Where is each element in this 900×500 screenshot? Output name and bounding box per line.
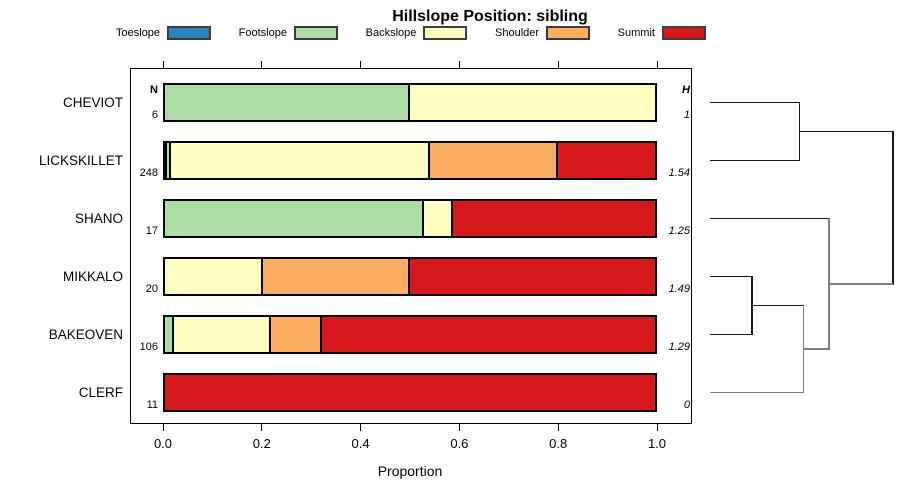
n-value: 106	[139, 340, 158, 353]
x-axis-tick-label: 0.2	[252, 436, 271, 451]
bar-shano	[163, 199, 657, 238]
x-axis-tick-label: 0.8	[549, 436, 568, 451]
bar-mikkalo	[163, 257, 657, 296]
x-axis-tick-label: 0.4	[351, 436, 370, 451]
x-axis-tick	[360, 424, 362, 431]
legend-item: Footslope	[239, 26, 338, 40]
dendrogram-segment	[799, 130, 893, 133]
n-value: 11	[146, 398, 158, 411]
h-value: 0	[683, 398, 690, 411]
h-header: H	[682, 83, 690, 96]
h-value: 1	[683, 108, 690, 121]
x-axis-tick-top	[656, 61, 658, 68]
h-value: 1.54	[668, 166, 690, 179]
legend-label: Summit	[617, 27, 655, 39]
x-axis-tick-label: 0.6	[450, 436, 469, 451]
bar-segment-summit	[453, 201, 655, 236]
x-axis-tick	[557, 424, 559, 431]
bar-segment-summit	[410, 259, 655, 294]
bar-clerf	[163, 373, 657, 412]
bar-segment-summit	[165, 375, 655, 410]
bar-segment-shoulder	[263, 259, 410, 294]
legend-swatch-backslope	[423, 26, 468, 40]
x-axis-tick	[458, 424, 460, 431]
legend: Toeslope Footslope Backslope Shoulder Summit	[116, 26, 706, 40]
dendrogram-segment	[710, 159, 800, 162]
n-value: 17	[145, 224, 158, 237]
bar-segment-backslope	[170, 143, 430, 178]
n-value: 20	[145, 282, 158, 295]
n-value: 248	[139, 166, 158, 179]
dendrogram-segment	[828, 283, 893, 285]
bar-segment-summit	[322, 317, 655, 352]
x-axis-tick-top	[162, 61, 164, 68]
legend-label: Toeslope	[116, 27, 161, 39]
bar-bakeoven	[163, 315, 657, 354]
legend-swatch-summit	[661, 26, 706, 40]
legend-label: Shoulder	[495, 27, 540, 39]
dendrogram-segment	[710, 333, 753, 336]
legend-swatch-footslope	[293, 26, 338, 40]
x-axis-tick-label: 0.0	[153, 436, 173, 451]
bar-segment-backslope	[174, 317, 272, 352]
legend-item: Shoulder	[495, 26, 591, 40]
bar-segment-summit	[557, 143, 655, 178]
bar-segment-shoulder	[271, 317, 323, 352]
dendrogram-segment	[752, 304, 804, 307]
dendrogram-segment	[710, 101, 800, 104]
x-axis-tick	[162, 424, 164, 431]
bar-segment-backslope	[424, 201, 454, 236]
bar-segment-footslope	[167, 143, 171, 178]
bar-segment-backslope	[165, 259, 263, 294]
x-axis-tick-top	[557, 61, 559, 68]
x-axis-tick-top	[458, 61, 460, 68]
x-axis-tick-top	[261, 61, 263, 68]
legend-label: Footslope	[238, 27, 287, 39]
dendrogram-segment	[803, 348, 829, 350]
bar-segment-backslope	[410, 85, 655, 120]
dendrogram-segment	[892, 130, 894, 285]
bar-segment-footslope	[165, 85, 410, 120]
row-label-lickskillet: LICKSKILLET	[38, 152, 123, 168]
x-axis-tick	[261, 424, 263, 431]
x-axis-label: Proportion	[377, 463, 443, 479]
h-value: 1.25	[668, 224, 690, 237]
h-value: 1.29	[668, 340, 690, 353]
bar-segment-footslope	[165, 317, 175, 352]
row-label-cheviot: CHEVIOT	[62, 94, 123, 110]
dendrogram-segment	[710, 275, 753, 278]
plot-box	[130, 68, 692, 424]
x-axis-tick	[656, 424, 658, 431]
row-label-shano: SHANO	[74, 210, 123, 226]
row-label-bakeoven: BAKEOVEN	[48, 326, 123, 342]
bar-cheviot	[163, 83, 657, 122]
n-value: 6	[151, 108, 158, 121]
dendrogram-segment	[710, 391, 804, 394]
bar-segment-shoulder	[429, 143, 558, 178]
bar-segment-footslope	[165, 201, 425, 236]
legend-swatch-shoulder	[546, 26, 591, 40]
h-value: 1.49	[668, 282, 690, 295]
row-label-clerf: CLERF	[78, 384, 123, 400]
chart-title: Hillslope Position: sibling	[392, 8, 588, 25]
x-axis-tick-top	[360, 61, 362, 68]
legend-label: Backslope	[365, 27, 417, 39]
legend-swatch-toeslope	[167, 26, 212, 40]
dendrogram-segment	[710, 217, 829, 220]
legend-item: Toeslope	[116, 26, 212, 40]
bar-lickskillet	[163, 141, 657, 180]
legend-item: Backslope	[366, 26, 468, 40]
n-header: N	[150, 83, 158, 96]
x-axis-tick-label: 1.0	[647, 436, 667, 451]
bar-segment-toeslope	[165, 143, 167, 178]
row-label-mikkalo: MIKKALO	[62, 268, 123, 284]
legend-item: Summit	[618, 26, 706, 40]
